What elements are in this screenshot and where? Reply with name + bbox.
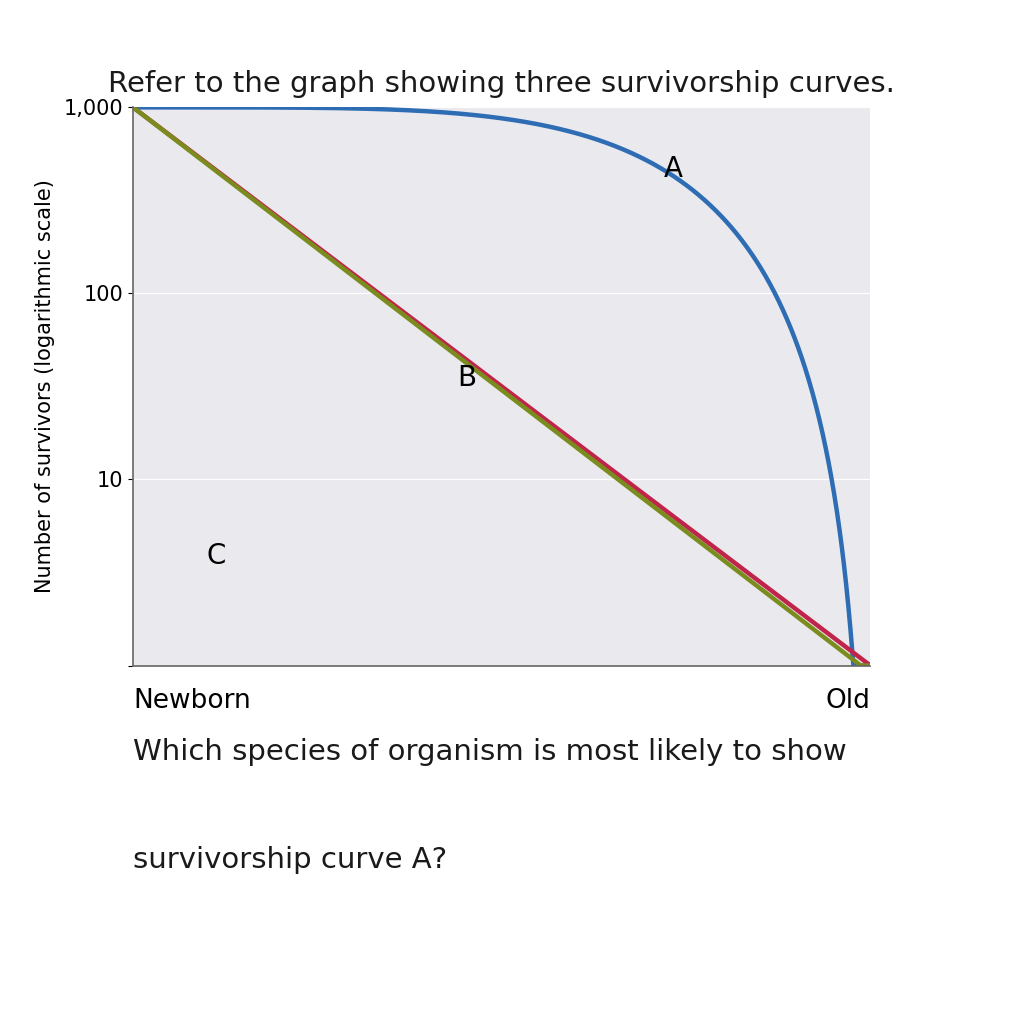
Text: B: B bbox=[458, 364, 476, 391]
Text: Which species of organism is most likely to show: Which species of organism is most likely… bbox=[133, 737, 847, 766]
Text: survivorship curve A?: survivorship curve A? bbox=[133, 846, 447, 873]
Y-axis label: Number of survivors (logarithmic scale): Number of survivors (logarithmic scale) bbox=[36, 179, 55, 594]
Text: Refer to the graph showing three survivorship curves.: Refer to the graph showing three survivo… bbox=[109, 70, 895, 98]
Text: Newborn: Newborn bbox=[133, 688, 251, 714]
Text: C: C bbox=[207, 542, 226, 570]
Text: A: A bbox=[664, 155, 683, 183]
Text: Old: Old bbox=[825, 688, 870, 714]
